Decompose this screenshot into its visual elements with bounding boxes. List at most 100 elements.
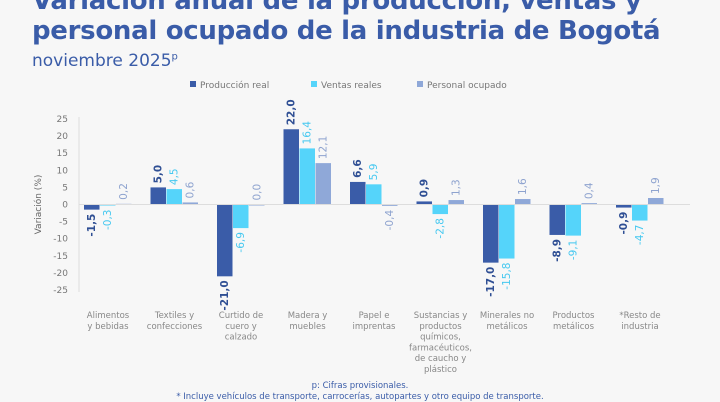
- legend-swatch-2: [417, 81, 423, 87]
- legend-label-2: Personal ocupado: [427, 81, 507, 91]
- x-tick-label: Papel e: [359, 311, 390, 321]
- data-label-2-2: 0,0: [251, 184, 263, 201]
- x-tick-label: metálicos: [553, 322, 595, 332]
- subtitle-text: noviembre 2025: [32, 51, 172, 71]
- bar-1-7: [565, 204, 581, 236]
- data-label-1-5: -2,8: [435, 218, 447, 239]
- data-label-0-7: -8,9: [552, 239, 564, 262]
- footnote-resto: * Incluye vehículos de transporte, carro…: [176, 392, 544, 402]
- x-tick-label: Sustancias y: [414, 311, 468, 321]
- data-label-0-8: -0,9: [618, 212, 630, 235]
- x-tick-label: *Resto de: [619, 311, 660, 321]
- data-label-2-0: 0,2: [118, 183, 130, 200]
- footnote-provisional: p: Cifras provisionales.: [311, 381, 409, 391]
- y-tick-label: -15: [53, 252, 68, 262]
- bar-0-0: [84, 204, 100, 210]
- y-tick-label: -10: [53, 235, 68, 245]
- chart-title-line1: Variación anual de la producción, ventas…: [32, 0, 642, 16]
- chart-subtitle: noviembre 2025p: [32, 51, 178, 71]
- data-label-0-2: -21,0: [219, 280, 231, 310]
- y-tick-label: 15: [57, 149, 68, 159]
- legend-label-0: Producción real: [200, 80, 269, 91]
- legend-swatch-1: [311, 81, 317, 87]
- bar-2-8: [648, 198, 664, 205]
- y-axis-title: Variación (%): [33, 175, 44, 235]
- data-label-0-0: -1,5: [86, 214, 98, 237]
- x-tick-label: productos: [419, 322, 462, 332]
- data-label-1-8: -4,7: [634, 225, 646, 246]
- y-tick-label: 0: [62, 201, 68, 211]
- data-label-2-5: 1,3: [451, 179, 463, 196]
- data-label-2-7: 0,4: [584, 182, 596, 199]
- data-label-0-5: 0,9: [419, 179, 431, 198]
- bar-0-6: [483, 204, 499, 263]
- data-label-1-1: 4,5: [169, 168, 181, 185]
- x-tick-label: industria: [621, 322, 658, 332]
- data-label-1-2: -6,9: [235, 232, 247, 253]
- bar-1-1: [166, 189, 182, 205]
- data-label-2-6: 1,6: [517, 178, 529, 195]
- bar-1-2: [233, 204, 249, 229]
- x-tick-label: químicos,: [420, 333, 461, 343]
- data-label-1-4: 5,9: [368, 164, 380, 181]
- legend-label-1: Ventas reales: [321, 81, 382, 91]
- data-label-1-3: 16,4: [302, 121, 314, 145]
- x-tick-label: imprentas: [353, 322, 397, 332]
- x-tick-label: plástico: [424, 365, 457, 375]
- x-tick-label: Madera y: [288, 311, 328, 321]
- bar-0-3: [283, 129, 299, 205]
- bar-1-0: [100, 204, 116, 206]
- x-tick-label: cuero y: [225, 322, 257, 332]
- bar-2-3: [315, 163, 331, 205]
- data-label-2-4: -0,4: [384, 210, 396, 231]
- x-tick-label: confecciones: [147, 322, 203, 332]
- data-label-2-8: 1,9: [650, 177, 662, 194]
- x-tick-label: metálicos: [486, 322, 528, 332]
- y-tick-label: 25: [57, 115, 68, 125]
- bar-0-1: [150, 187, 166, 205]
- bar-0-5: [416, 201, 432, 205]
- y-tick-label: -25: [53, 286, 68, 296]
- y-tick-label: -20: [53, 269, 68, 279]
- data-label-1-6: -15,8: [501, 263, 513, 290]
- x-tick-label: y bebidas: [87, 322, 129, 332]
- bar-1-4: [366, 184, 382, 205]
- bar-0-4: [350, 181, 366, 205]
- bar-2-5: [448, 200, 464, 205]
- legend-swatch-0: [190, 81, 196, 87]
- data-label-0-3: 22,0: [286, 99, 298, 125]
- x-tick-label: farmacéuticos,: [409, 342, 472, 353]
- y-tick-label: -5: [59, 218, 68, 228]
- x-tick-label: muebles: [289, 322, 326, 332]
- bar-1-6: [499, 204, 515, 259]
- x-tick-label: Productos: [553, 311, 595, 321]
- y-tick-label: 10: [57, 166, 69, 176]
- data-label-1-0: -0,3: [102, 210, 114, 231]
- data-label-1-7: -9,1: [568, 240, 580, 261]
- bar-2-4: [382, 204, 398, 206]
- x-tick-label: Alimentos: [87, 311, 130, 321]
- y-tick-label: 20: [57, 132, 69, 142]
- y-tick-label: 5: [62, 183, 68, 193]
- data-label-0-1: 5,0: [153, 165, 165, 184]
- x-tick-label: Curtido de: [219, 311, 263, 321]
- data-label-0-4: 6,6: [352, 159, 364, 178]
- bar-2-7: [581, 203, 597, 205]
- x-tick-label: Minerales no: [480, 311, 534, 321]
- x-tick-label: calzado: [225, 333, 258, 343]
- bar-1-5: [432, 204, 448, 215]
- chart-title-line2: personal ocupado de la industria de Bogo…: [32, 16, 661, 46]
- x-tick-label: de caucho y: [415, 354, 467, 364]
- bar-0-8: [616, 204, 632, 208]
- data-label-2-1: 0,6: [185, 181, 197, 198]
- bar-0-7: [549, 204, 565, 235]
- bar-2-1: [182, 202, 198, 205]
- x-tick-label: Textiles y: [154, 311, 194, 321]
- bar-2-6: [515, 199, 531, 205]
- data-label-0-6: -17,0: [485, 267, 497, 297]
- subtitle-superscript: p: [171, 51, 178, 63]
- bar-1-3: [299, 148, 315, 205]
- data-label-2-3: 12,1: [318, 136, 330, 159]
- bar-0-2: [217, 204, 233, 277]
